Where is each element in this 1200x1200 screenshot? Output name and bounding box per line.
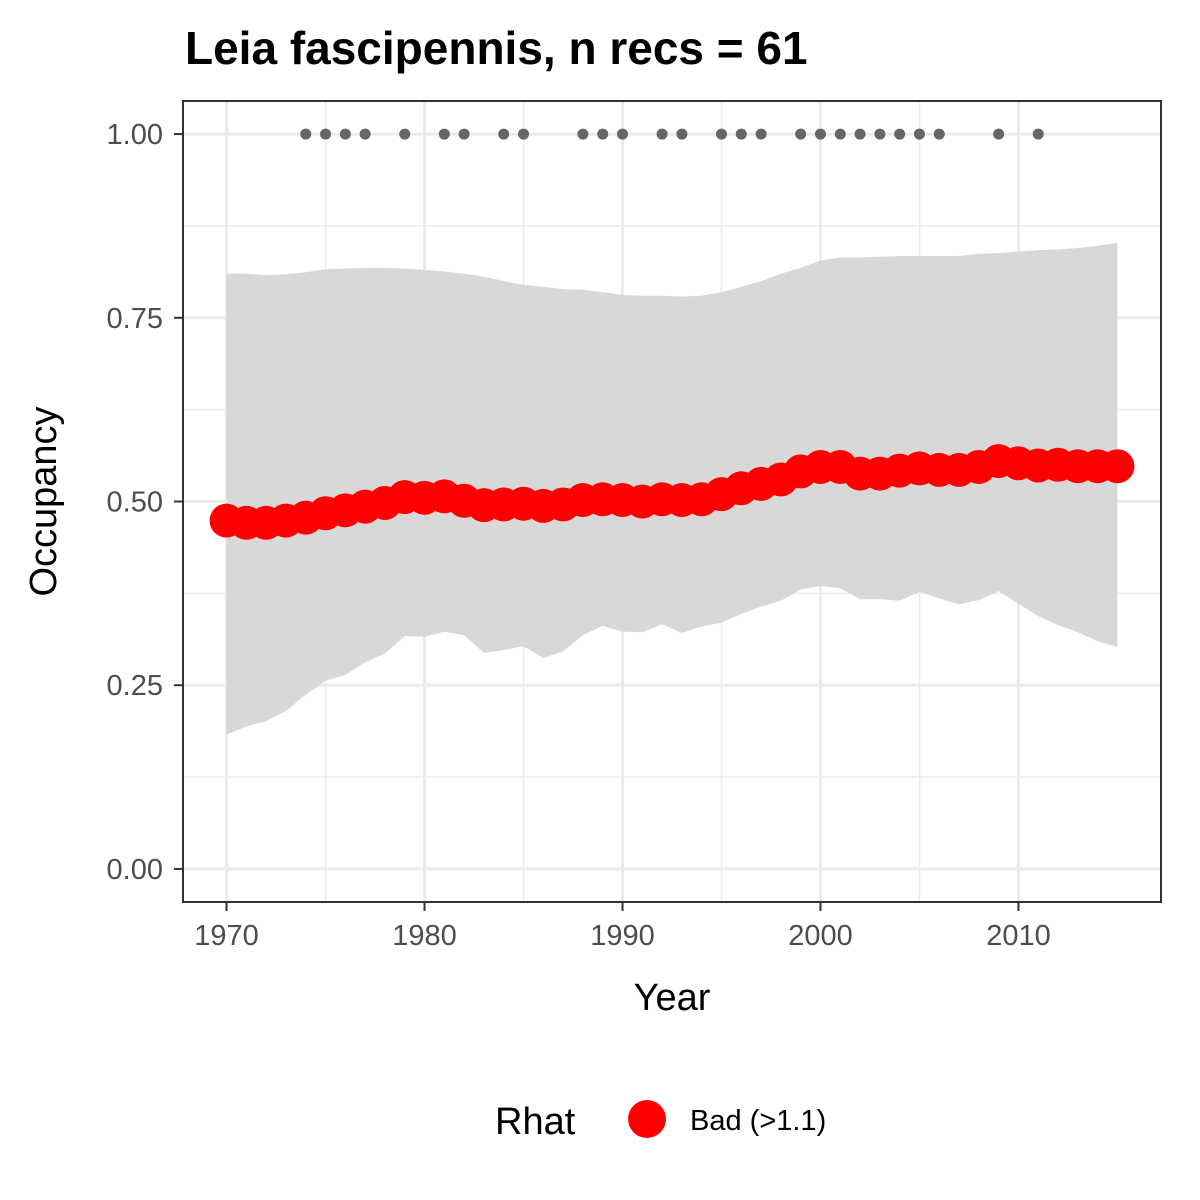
x-tick-label: 2010 xyxy=(986,920,1051,952)
record-dot xyxy=(438,128,450,140)
record-dot xyxy=(854,128,866,140)
record-dot xyxy=(676,128,688,140)
record-dot xyxy=(1032,128,1044,140)
record-dot xyxy=(913,128,925,140)
record-dot xyxy=(755,128,767,140)
x-tick-label: 1970 xyxy=(194,920,259,952)
record-dot xyxy=(656,128,668,140)
x-axis: 1970 1980 1990 2000 2010 xyxy=(194,902,1051,952)
record-dot xyxy=(577,128,589,140)
legend-key-bad xyxy=(628,1100,666,1138)
record-dot xyxy=(300,128,312,140)
record-dot xyxy=(894,128,906,140)
record-dot xyxy=(814,128,826,140)
y-tick-label: 0.00 xyxy=(107,854,163,886)
occupancy-points xyxy=(209,444,1135,540)
x-tick-label: 2000 xyxy=(788,920,853,952)
record-dot xyxy=(339,128,351,140)
record-dot xyxy=(458,128,470,140)
legend: Rhat Bad (>1.1) xyxy=(495,1100,826,1143)
y-tick-label: 1.00 xyxy=(107,119,163,151)
y-tick-label: 0.75 xyxy=(107,303,163,335)
y-tick-label: 0.50 xyxy=(107,487,163,519)
record-dots xyxy=(300,128,1044,140)
x-tick-label: 1980 xyxy=(392,920,457,952)
y-axis: 0.00 0.25 0.50 0.75 1.00 xyxy=(107,119,183,886)
record-dot xyxy=(399,128,411,140)
legend-label-bad: Bad (>1.1) xyxy=(690,1105,826,1137)
record-dot xyxy=(933,128,945,140)
record-dot xyxy=(359,128,371,140)
record-dot xyxy=(795,128,807,140)
legend-title: Rhat xyxy=(495,1101,576,1143)
record-dot xyxy=(874,128,886,140)
record-dot xyxy=(597,128,609,140)
y-tick-label: 0.25 xyxy=(107,670,163,702)
record-dot xyxy=(617,128,629,140)
x-tick-label: 1990 xyxy=(590,920,655,952)
record-dot xyxy=(320,128,332,140)
plot-panel xyxy=(182,100,1162,903)
record-dot xyxy=(498,128,510,140)
y-axis-title: Occupancy xyxy=(23,406,65,596)
record-dot xyxy=(993,128,1005,140)
x-axis-title: Year xyxy=(634,977,711,1019)
record-dot xyxy=(715,128,727,140)
record-dot xyxy=(834,128,846,140)
record-dot xyxy=(518,128,530,140)
record-dot xyxy=(735,128,747,140)
chart-title: Leia fascipennis, n recs = 61 xyxy=(185,22,808,74)
occupancy-point xyxy=(1100,449,1135,484)
